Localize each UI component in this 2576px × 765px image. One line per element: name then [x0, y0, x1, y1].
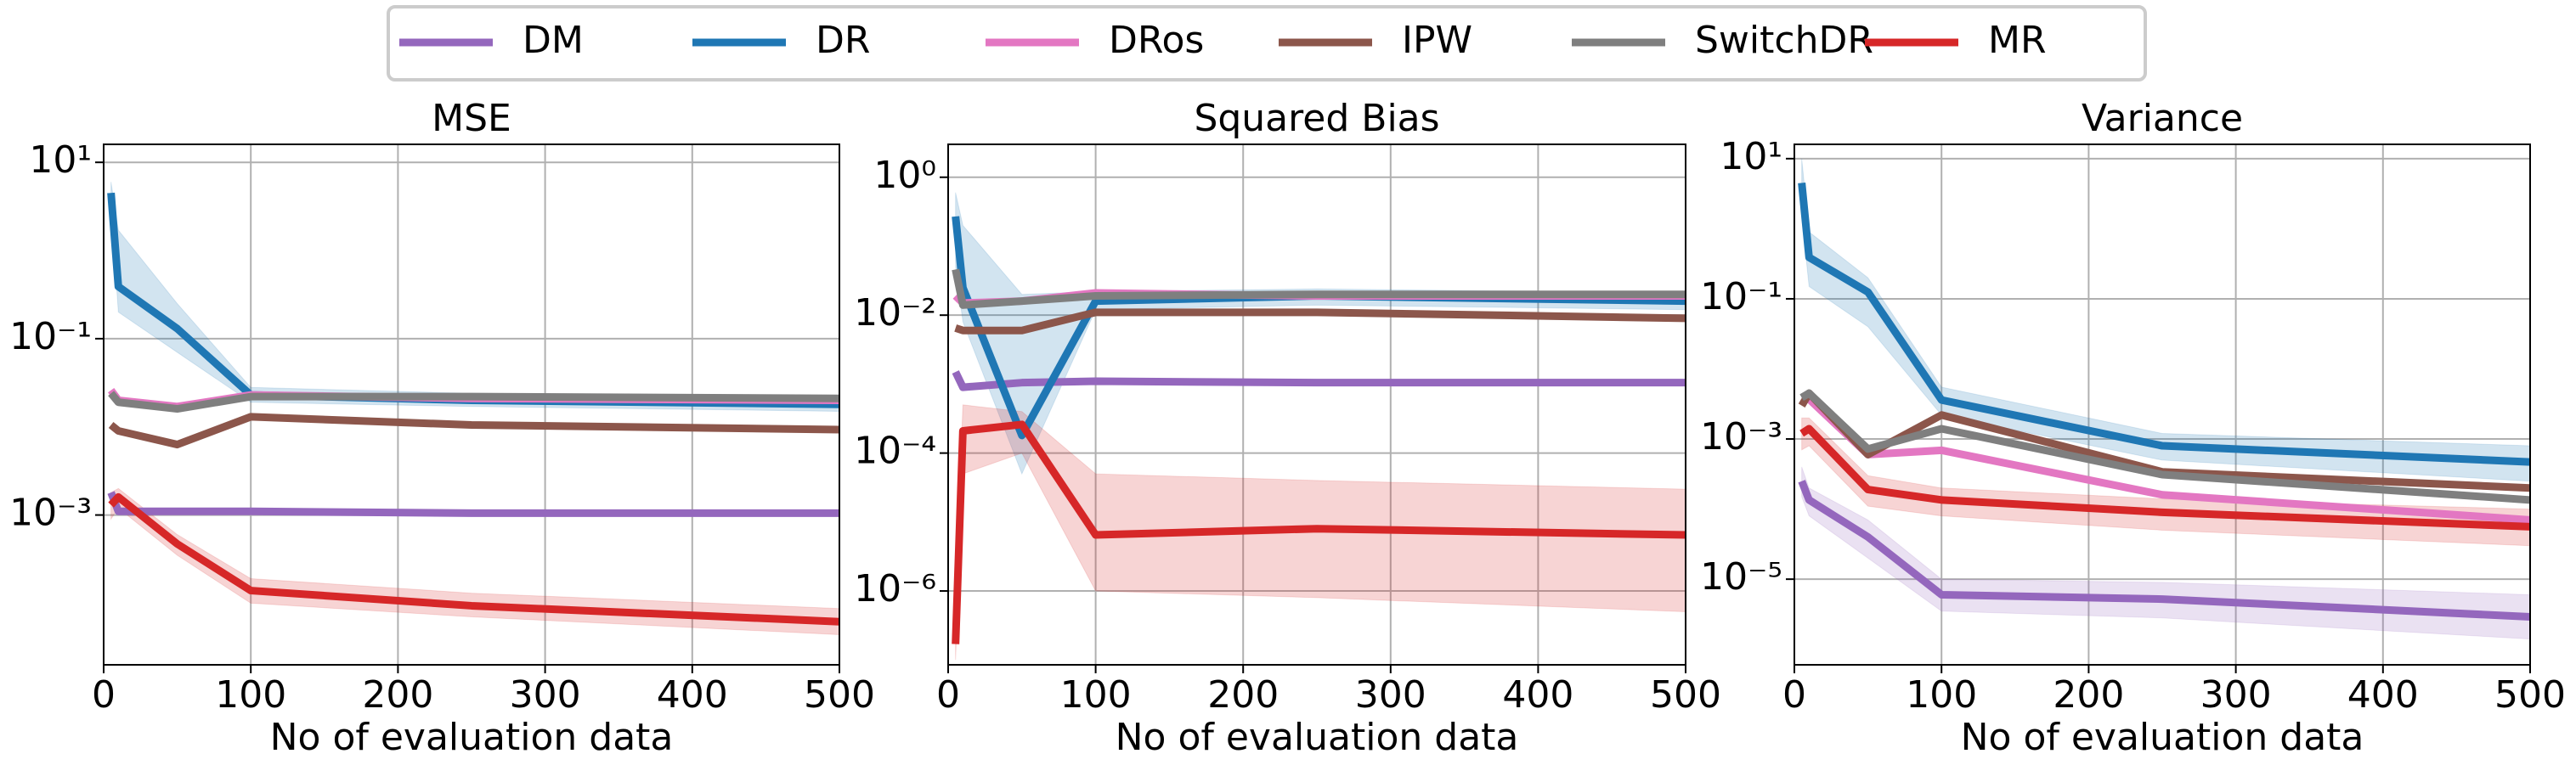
- y-tick-label: 10⁻³: [1700, 415, 1782, 458]
- x-tick-label: 500: [804, 673, 875, 717]
- legend-label: DR: [816, 19, 870, 62]
- x-tick-label: 0: [92, 673, 116, 717]
- legend-label: SwitchDR: [1695, 19, 1873, 62]
- legend-label: MR: [1988, 19, 2047, 62]
- series-line: [108, 391, 839, 413]
- x-tick-label: 100: [215, 673, 286, 717]
- y-tick-label: 10⁻²: [854, 291, 936, 335]
- axes-frame: [947, 143, 1686, 666]
- axes-frame: [1794, 143, 2531, 666]
- series-line: [952, 420, 1686, 644]
- plot-area: [1798, 158, 2530, 640]
- x-tick-label: 300: [510, 673, 581, 717]
- legend-label: IPW: [1402, 19, 1472, 62]
- x-tick-label: 100: [1060, 673, 1132, 717]
- legend-label: DM: [523, 19, 584, 62]
- axes-frame: [103, 143, 840, 666]
- confidence-band: [1801, 158, 2530, 482]
- series-line: [1798, 183, 2530, 466]
- plot-area: [107, 182, 839, 635]
- y-tick-label: 10¹: [1720, 135, 1782, 178]
- series-line: [1798, 480, 2530, 622]
- x-tick-label: 100: [1906, 673, 1977, 717]
- x-tick-label: 0: [936, 673, 960, 717]
- x-tick-label: 300: [2200, 673, 2272, 717]
- y-tick-label: 10⁻³: [9, 492, 92, 535]
- confidence-band: [955, 192, 1686, 475]
- x-tick-label: 500: [2494, 673, 2566, 717]
- y-tick-label: 10⁻¹: [9, 315, 92, 358]
- series-line: [1799, 389, 2530, 504]
- x-axis-label: No of evaluation data: [1961, 716, 2364, 759]
- y-tick-label: 10⁻⁴: [854, 430, 936, 473]
- plot-area: [952, 192, 1686, 661]
- series-line: [108, 413, 839, 449]
- subplot-title: Variance: [2082, 97, 2243, 140]
- confidence-band: [1801, 417, 2530, 547]
- x-tick-label: 400: [1502, 673, 1573, 717]
- series-line: [952, 370, 1686, 391]
- legend-label: DRos: [1109, 19, 1204, 62]
- x-tick-label: 400: [2347, 673, 2419, 717]
- y-tick-label: 10¹: [29, 138, 92, 182]
- x-axis-label: No of evaluation data: [1116, 716, 1519, 759]
- x-tick-label: 200: [362, 673, 433, 717]
- legend-box: [387, 5, 2147, 82]
- y-tick-label: 10⁻⁵: [1700, 555, 1782, 599]
- x-tick-label: 500: [1650, 673, 1721, 717]
- x-tick-label: 300: [1355, 673, 1426, 717]
- y-tick-label: 10⁻⁶: [854, 567, 936, 610]
- series-line: [954, 308, 1686, 335]
- x-tick-label: 0: [1782, 673, 1806, 717]
- x-tick-label: 400: [657, 673, 728, 717]
- series-line: [1799, 425, 2530, 531]
- subplot-title: MSE: [432, 97, 511, 140]
- y-tick-label: 10⁰: [873, 154, 936, 197]
- x-tick-label: 200: [1207, 673, 1279, 717]
- series-line: [108, 492, 839, 626]
- y-tick-label: 10⁻¹: [1700, 275, 1782, 318]
- subplot-title: Squared Bias: [1194, 97, 1439, 140]
- series-line: [952, 268, 1686, 309]
- x-axis-label: No of evaluation data: [270, 716, 674, 759]
- x-tick-label: 200: [2053, 673, 2124, 717]
- confidence-band: [110, 182, 839, 412]
- series-line: [107, 491, 839, 517]
